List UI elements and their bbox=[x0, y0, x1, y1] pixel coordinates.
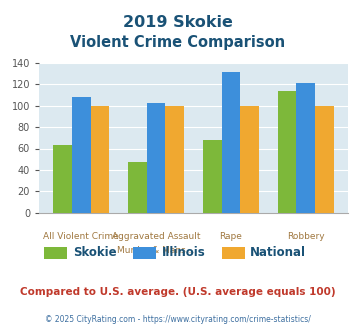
Bar bbox=[165, 106, 184, 213]
Bar bbox=[240, 106, 259, 213]
Bar bbox=[315, 106, 334, 213]
Text: National: National bbox=[250, 246, 306, 259]
Text: Rape: Rape bbox=[219, 232, 242, 241]
Bar bbox=[72, 97, 91, 213]
Bar bbox=[278, 90, 296, 213]
Text: Illinois: Illinois bbox=[162, 246, 205, 259]
Text: Skokie: Skokie bbox=[73, 246, 116, 259]
Bar bbox=[203, 140, 222, 213]
Text: 2019 Skokie: 2019 Skokie bbox=[122, 15, 233, 30]
Text: Aggravated Assault: Aggravated Assault bbox=[112, 232, 200, 241]
Bar bbox=[296, 83, 315, 213]
Bar bbox=[91, 106, 109, 213]
Text: Compared to U.S. average. (U.S. average equals 100): Compared to U.S. average. (U.S. average … bbox=[20, 287, 335, 297]
Bar bbox=[147, 104, 165, 213]
Text: Murder & Mans...: Murder & Mans... bbox=[118, 246, 195, 255]
Text: All Violent Crime: All Violent Crime bbox=[43, 232, 119, 241]
Text: Robbery: Robbery bbox=[287, 232, 324, 241]
Bar bbox=[222, 72, 240, 213]
Text: Violent Crime Comparison: Violent Crime Comparison bbox=[70, 35, 285, 50]
Text: © 2025 CityRating.com - https://www.cityrating.com/crime-statistics/: © 2025 CityRating.com - https://www.city… bbox=[45, 315, 310, 324]
Bar bbox=[128, 162, 147, 213]
Bar bbox=[53, 145, 72, 213]
